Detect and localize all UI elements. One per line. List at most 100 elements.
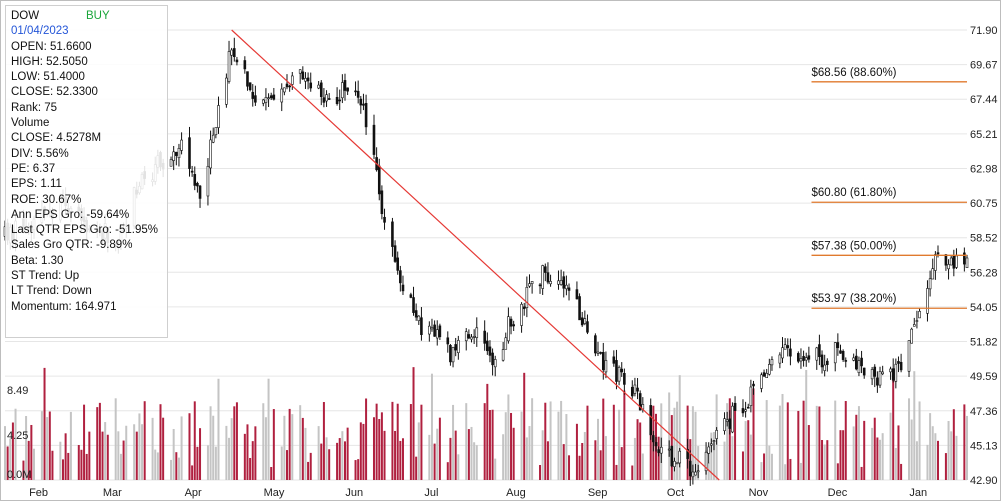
candle-body bbox=[889, 368, 892, 373]
candle-body bbox=[235, 59, 239, 63]
candle-body bbox=[752, 383, 755, 387]
volume-bar bbox=[734, 409, 737, 480]
volume-bar bbox=[119, 453, 122, 480]
candle-body bbox=[725, 419, 729, 422]
candle-body bbox=[346, 87, 349, 92]
candle-body bbox=[464, 331, 468, 342]
month-tick-label: Nov bbox=[749, 487, 769, 499]
candle-body bbox=[731, 405, 734, 433]
volume-bar bbox=[122, 440, 125, 480]
volume-bar bbox=[106, 434, 109, 480]
volume-bar bbox=[852, 426, 855, 480]
candle-body bbox=[359, 98, 363, 106]
volume-bar bbox=[457, 454, 460, 480]
candle-body bbox=[691, 471, 695, 478]
volume-bar bbox=[267, 378, 270, 480]
volume-bar bbox=[894, 448, 897, 480]
volume-bar bbox=[409, 404, 412, 480]
candle-body bbox=[435, 329, 439, 339]
fib-level-label: $57.38 (50.00%) bbox=[811, 240, 896, 252]
candle-body bbox=[652, 435, 655, 443]
volume-bar bbox=[871, 427, 874, 480]
candle-body bbox=[918, 311, 921, 319]
volume-bar bbox=[175, 452, 178, 480]
candle-body bbox=[507, 316, 510, 342]
candle-body bbox=[952, 255, 956, 269]
candle-body bbox=[364, 103, 368, 128]
volume-bar bbox=[944, 453, 947, 480]
candle-body bbox=[285, 83, 289, 88]
month-tick-label: Dec bbox=[828, 487, 848, 499]
volume-bar bbox=[834, 400, 837, 480]
candle-body bbox=[214, 127, 218, 136]
volume-bar bbox=[633, 437, 636, 480]
price-tick-label: 45.13 bbox=[970, 440, 998, 452]
month-tick-label: Sep bbox=[588, 487, 608, 499]
volume-bar bbox=[452, 404, 455, 480]
volume-bar bbox=[14, 408, 17, 480]
volume-bar bbox=[154, 449, 157, 480]
volume-bar bbox=[228, 437, 231, 480]
info-line: PE: 6.37 bbox=[11, 162, 56, 175]
candle-body bbox=[710, 443, 713, 446]
info-line: ST Trend: Up bbox=[11, 270, 80, 283]
candle-body bbox=[580, 317, 584, 326]
candle-body bbox=[412, 297, 415, 313]
candle-body bbox=[857, 360, 861, 373]
candle-body bbox=[493, 359, 497, 368]
volume-bar bbox=[618, 409, 621, 480]
candle-body bbox=[799, 358, 803, 362]
candle-body bbox=[175, 151, 178, 156]
candle-body bbox=[488, 346, 492, 356]
volume-bar bbox=[372, 417, 375, 480]
volume-bar bbox=[863, 420, 866, 480]
volume-bar bbox=[280, 446, 283, 480]
volume-bar bbox=[578, 455, 581, 480]
volume-bar bbox=[747, 420, 750, 480]
volume-tick-label: 0.0M bbox=[7, 469, 31, 481]
volume-axis: 8.49 4.25 0.0M bbox=[7, 385, 31, 481]
volume-bar bbox=[328, 449, 331, 480]
info-line: Rank: 75 bbox=[11, 101, 58, 114]
volume-bar bbox=[815, 405, 818, 480]
price-tick-label: 69.67 bbox=[970, 60, 998, 72]
volume-bar bbox=[604, 436, 607, 480]
price-tick-label: 62.98 bbox=[970, 163, 998, 175]
volume-bar bbox=[415, 456, 418, 480]
volume-bar bbox=[842, 430, 845, 480]
month-tick-label: Jan bbox=[909, 487, 927, 499]
candle-body bbox=[870, 369, 874, 380]
volume-bar bbox=[80, 449, 83, 480]
volume-bar bbox=[249, 457, 252, 480]
price-tick-label: 67.44 bbox=[970, 94, 998, 106]
candle-body bbox=[322, 97, 326, 103]
candle-body bbox=[820, 354, 824, 368]
candle-body bbox=[198, 185, 202, 199]
candle-body bbox=[451, 347, 455, 363]
volume-bar bbox=[620, 447, 623, 480]
volume-bar bbox=[786, 402, 789, 480]
info-line: EPS: 1.11 bbox=[11, 178, 62, 191]
volume-bar bbox=[520, 411, 523, 480]
candle-body bbox=[649, 405, 653, 436]
price-tick-label: 60.75 bbox=[970, 198, 998, 210]
volume-tick-label: 4.25 bbox=[7, 430, 28, 442]
volume-bar bbox=[307, 461, 310, 480]
candle-body bbox=[401, 284, 405, 292]
volume-bar bbox=[246, 424, 249, 480]
candle-body bbox=[557, 280, 560, 285]
candle-body bbox=[317, 84, 320, 89]
volume-bar bbox=[483, 403, 486, 480]
candle-body bbox=[248, 82, 252, 91]
candle-body bbox=[891, 368, 895, 381]
volume-bar bbox=[568, 455, 571, 480]
volume-bar bbox=[412, 367, 415, 480]
candle-body bbox=[383, 216, 386, 223]
volume-bar bbox=[251, 441, 254, 480]
candle-body bbox=[876, 377, 879, 386]
volume-bar bbox=[69, 411, 72, 480]
info-line: Last QTR EPS Gro: -51.95% bbox=[11, 224, 159, 237]
candle-body bbox=[414, 310, 418, 318]
candle-body bbox=[749, 386, 753, 407]
candle-body bbox=[934, 254, 937, 271]
